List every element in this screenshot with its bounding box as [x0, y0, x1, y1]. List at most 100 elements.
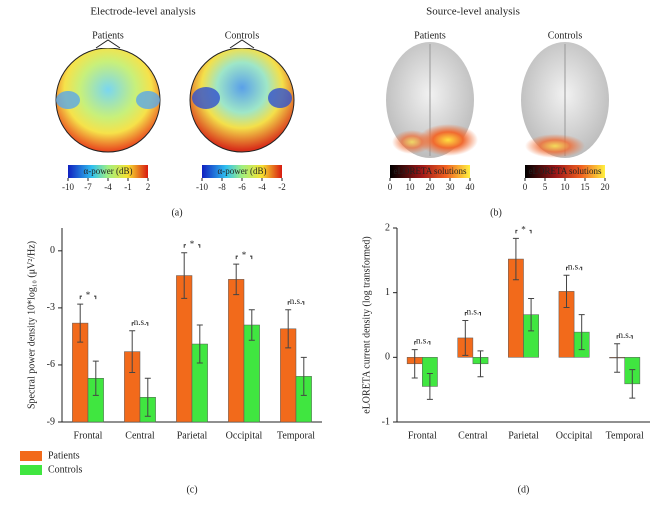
error-bar: [233, 263, 240, 296]
significance-label: n.s.: [618, 330, 631, 340]
colorbar-tick-label: 2: [146, 182, 151, 192]
colorbar-tick-label: 20: [426, 182, 436, 192]
map-label: Controls: [225, 30, 260, 41]
error-bar: [248, 309, 255, 341]
x-tick-label: Frontal: [408, 430, 437, 441]
error-bar: [196, 324, 203, 364]
colorbar: [68, 165, 148, 178]
colorbar-tick-label: 10: [561, 182, 571, 192]
significance-bracket: [414, 341, 431, 345]
x-tick-label: Parietal: [177, 430, 208, 441]
error-bar: [77, 303, 84, 343]
colorbar: [525, 165, 605, 178]
significance-bracket: [235, 255, 253, 260]
colorbar-label: α-power (dB): [218, 166, 267, 176]
error-bar: [144, 377, 151, 417]
colorbar: [390, 165, 470, 178]
error-bar: [462, 319, 469, 356]
y-tick-label: 0: [50, 245, 55, 256]
y-tick-label: 1: [385, 287, 390, 298]
significance-label: *: [521, 224, 526, 234]
error-bar: [578, 314, 585, 351]
error-bar: [629, 369, 636, 399]
colorbar-tick-label: -4: [104, 182, 112, 192]
brain-patients: [386, 42, 478, 158]
colorbar-tick-label: -6: [238, 182, 246, 192]
significance-label: *: [86, 290, 91, 300]
x-tick-label: Central: [125, 430, 155, 441]
panel-caption: (d): [518, 484, 530, 495]
error-bar: [563, 274, 570, 309]
panel-title: Electrode-level analysis: [90, 6, 195, 18]
colorbar-tick-label: -7: [84, 182, 92, 192]
significance-bracket: [566, 266, 583, 271]
colorbar-tick-label: 40: [466, 182, 476, 192]
colorbar-tick-label: 5: [543, 182, 548, 192]
x-tick-label: Occipital: [556, 430, 593, 441]
colorbar-tick-label: 30: [446, 182, 456, 192]
colorbar-tick-label: 20: [601, 182, 611, 192]
y-tick-label: 2: [385, 222, 390, 233]
x-tick-label: Occipital: [226, 430, 263, 441]
colorbar-tick-label: -1: [124, 182, 132, 192]
error-bar: [411, 349, 418, 379]
colorbar-tick-label: 0: [388, 182, 393, 192]
significance-bracket: [515, 229, 532, 234]
x-tick-label: Temporal: [277, 430, 315, 441]
x-tick-label: Central: [458, 430, 488, 441]
panel-caption: (b): [490, 207, 502, 218]
significance-bracket: [131, 322, 149, 326]
error-bar: [181, 252, 188, 299]
legend-label: Patients: [48, 450, 80, 461]
panel-caption: (a): [171, 207, 182, 218]
topomap-patients: [55, 39, 161, 153]
colorbar-label: eLORETA solutions: [528, 166, 602, 176]
significance-label: *: [190, 239, 195, 249]
brain-controls: [521, 42, 609, 158]
colorbar-tick-label: -8: [218, 182, 226, 192]
colorbar-tick-label: 0: [523, 182, 528, 192]
error-bar: [512, 237, 519, 281]
error-bar: [92, 360, 99, 396]
significance-bracket: [183, 244, 201, 248]
significance-label: n.s.: [467, 307, 480, 317]
significance-label: n.s.: [568, 261, 581, 271]
topomap-controls: [189, 39, 295, 153]
map-label: Patients: [92, 30, 124, 41]
bar: [228, 279, 245, 423]
y-axis-label: Spectral power density 10*log₁₀ (μV²/Hz): [26, 241, 37, 409]
colorbar-tick-label: -4: [258, 182, 266, 192]
colorbar-tick-label: 10: [406, 182, 416, 192]
legend-swatch: [20, 451, 42, 461]
map-label: Controls: [548, 30, 583, 41]
significance-label: n.s.: [290, 296, 303, 306]
map-label: Patients: [414, 30, 446, 41]
significance-bracket: [79, 295, 97, 300]
x-tick-label: Frontal: [74, 430, 103, 441]
y-tick-label: 0: [385, 352, 390, 363]
significance-bracket: [287, 301, 305, 305]
y-tick-label: -3: [47, 302, 55, 313]
y-tick-label: -6: [47, 359, 55, 370]
significance-label: n.s.: [134, 317, 147, 327]
significance-bracket: [616, 335, 633, 339]
colorbar-tick-label: -10: [62, 182, 74, 192]
y-tick-label: -9: [47, 416, 55, 427]
panel-title: Source-level analysis: [426, 6, 520, 18]
y-tick-label: -1: [382, 416, 390, 427]
error-bar: [300, 356, 307, 396]
x-tick-label: Temporal: [606, 430, 644, 441]
colorbar-tick-label: 15: [581, 182, 591, 192]
colorbar-tick-label: -2: [278, 182, 286, 192]
error-bar: [477, 350, 484, 378]
significance-label: n.s.: [416, 336, 429, 346]
y-axis-label: eLORETA current density (log transformed…: [361, 236, 372, 413]
legend-label: Controls: [48, 464, 83, 475]
colorbar: [202, 165, 282, 178]
colorbar-label: eLORETA solutions: [393, 166, 467, 176]
significance-label: *: [242, 250, 247, 260]
panel-caption: (c): [186, 484, 197, 495]
colorbar-tick-label: -10: [196, 182, 208, 192]
error-bar: [614, 343, 621, 373]
